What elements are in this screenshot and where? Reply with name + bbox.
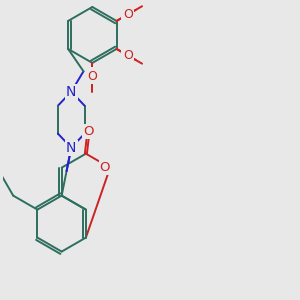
Text: N: N <box>66 85 76 99</box>
Text: O: O <box>123 49 133 62</box>
Text: O: O <box>88 68 97 81</box>
Text: O: O <box>122 9 131 22</box>
Text: O: O <box>123 8 133 21</box>
Text: O: O <box>83 125 94 138</box>
Text: N: N <box>66 141 76 154</box>
Text: O: O <box>87 70 97 83</box>
Text: O: O <box>122 48 131 61</box>
Text: O: O <box>100 161 110 174</box>
